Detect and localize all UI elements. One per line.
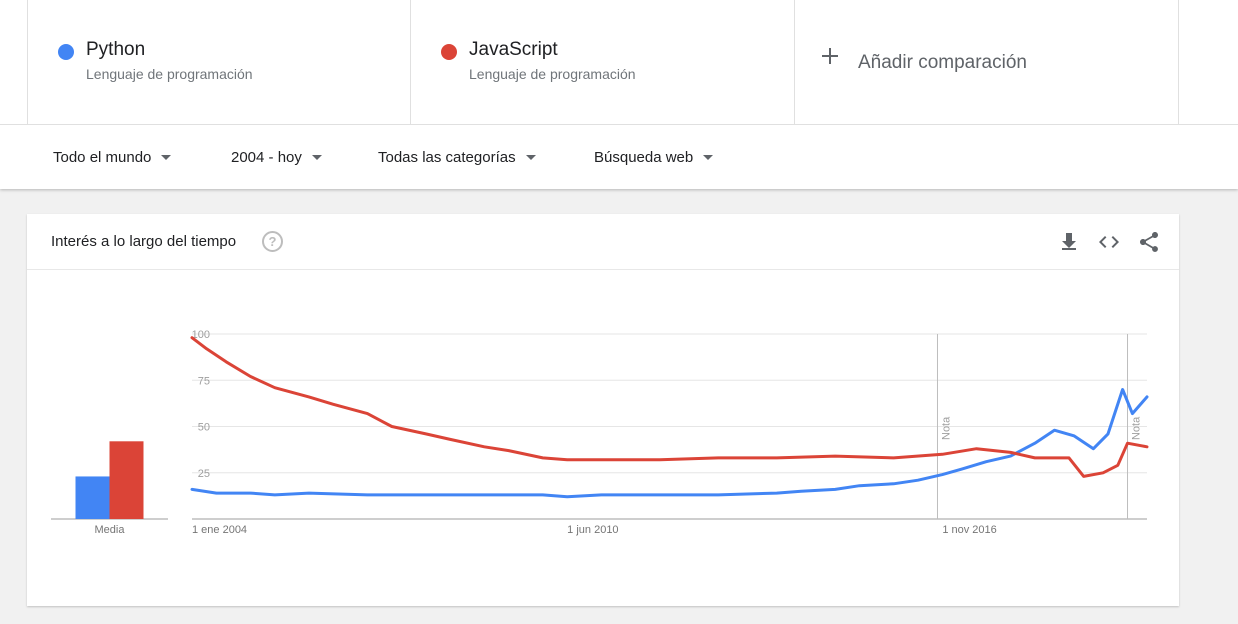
caret-down-icon [311, 154, 322, 160]
card-header: Interés a lo largo del tiempo ? [27, 214, 1179, 270]
period-dropdown[interactable]: 2004 - hoy [231, 149, 322, 166]
javascript-color-dot [441, 44, 457, 60]
python-color-dot [58, 44, 74, 60]
caret-down-icon [161, 154, 172, 160]
region-dropdown[interactable]: Todo el mundo [53, 149, 172, 166]
comparison-terms: Python Lenguaje de programación JavaScri… [0, 0, 1238, 125]
filter-bar: Todo el mundo 2004 - hoy Todas las categ… [0, 125, 1238, 189]
card-title: Interés a lo largo del tiempo [51, 233, 237, 250]
region-label: Todo el mundo [53, 149, 152, 166]
download-icon[interactable] [1057, 230, 1081, 254]
series-line-javascript [190, 336, 1149, 478]
plus-icon [822, 48, 838, 64]
y-tick-label: 50 [198, 422, 210, 434]
annotation-label: Nota [940, 416, 952, 440]
average-bar-python [75, 476, 110, 519]
category-dropdown[interactable]: Todas las categorías [378, 149, 536, 166]
average-label: Media [95, 524, 126, 536]
x-tick-label: 1 jun 2010 [567, 524, 618, 536]
embed-code-icon[interactable] [1097, 230, 1121, 254]
caret-down-icon [525, 154, 536, 160]
category-label: Todas las categorías [378, 149, 516, 166]
term-javascript[interactable]: JavaScript Lenguaje de programación [410, 0, 794, 124]
y-tick-label: 100 [192, 329, 210, 341]
share-icon[interactable] [1137, 230, 1161, 254]
add-comparison-button[interactable]: Añadir comparación [794, 0, 1179, 124]
x-tick-label: 1 nov 2016 [942, 524, 996, 536]
add-comparison-label: Añadir comparación [858, 52, 1027, 73]
term-name: JavaScript [469, 39, 558, 60]
header-panel: Python Lenguaje de programación JavaScri… [0, 0, 1238, 189]
average-bar-javascript [109, 441, 144, 519]
chart-annotations: Nota Nota [936, 334, 1143, 519]
term-python[interactable]: Python Lenguaje de programación [27, 0, 411, 124]
series-line-python [190, 388, 1149, 499]
interest-over-time-card: Interés a lo largo del tiempo ? Nota Nota… [27, 214, 1179, 606]
y-tick-label: 75 [198, 375, 210, 387]
y-tick-label: 25 [198, 468, 210, 480]
search-type-dropdown[interactable]: Búsqueda web [594, 149, 714, 166]
chart-grid [192, 333, 1147, 520]
average-bars: Media [51, 441, 168, 536]
search-type-label: Búsqueda web [594, 149, 694, 166]
help-icon[interactable]: ? [262, 231, 283, 252]
annotation-label: Nota [1131, 416, 1143, 440]
series-lines [190, 336, 1149, 499]
term-category: Lenguaje de programación [86, 66, 253, 82]
x-tick-label: 1 ene 2004 [192, 524, 247, 536]
y-axis-labels: 100 75 50 25 [192, 329, 210, 480]
caret-down-icon [703, 154, 714, 160]
x-axis-labels: 1 ene 2004 1 jun 2010 1 nov 2016 [192, 524, 997, 536]
period-label: 2004 - hoy [231, 149, 302, 166]
term-name: Python [86, 39, 146, 60]
term-category: Lenguaje de programación [469, 66, 636, 82]
